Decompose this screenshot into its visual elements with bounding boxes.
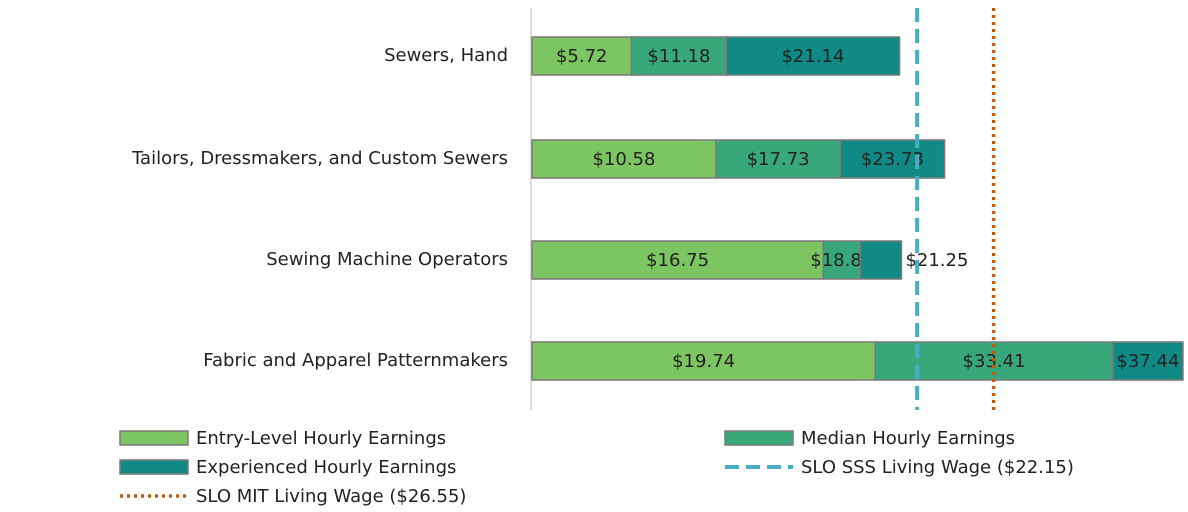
legend-label: Experienced Hourly Earnings <box>196 457 456 478</box>
legend-label: SLO SSS Living Wage ($22.15) <box>801 457 1074 478</box>
data-label: $37.44 <box>1116 351 1179 372</box>
data-label: $19.74 <box>672 351 735 372</box>
data-label: $5.72 <box>556 46 608 67</box>
legend-label: SLO MIT Living Wage ($26.55) <box>196 486 466 507</box>
category-label: Sewers, Hand <box>384 45 508 66</box>
bar-segment <box>630 36 728 76</box>
category-label: Fabric and Apparel Patternmakers <box>203 350 508 371</box>
category-label: Sewing Machine Operators <box>266 249 508 270</box>
legend-label: Entry-Level Hourly Earnings <box>196 428 446 449</box>
legend-swatch <box>119 459 189 475</box>
bar-segment <box>725 36 901 76</box>
bar-segment <box>1112 341 1184 381</box>
bar-segment <box>859 240 903 280</box>
category-label: Tailors, Dressmakers, and Custom Sewers <box>131 148 508 169</box>
bar-segment <box>839 139 946 179</box>
data-label: $17.73 <box>747 149 810 170</box>
data-label: $16.75 <box>646 250 709 271</box>
data-label: $21.14 <box>781 46 844 67</box>
legend-swatch <box>724 430 794 446</box>
legend-label: Median Hourly Earnings <box>801 428 1015 449</box>
data-label: $21.25 <box>905 250 968 271</box>
data-label: $23.73 <box>861 149 924 170</box>
data-label: $10.58 <box>592 149 655 170</box>
data-label: $33.41 <box>963 351 1026 372</box>
data-label: $11.18 <box>647 46 710 67</box>
legend-swatch <box>119 430 189 446</box>
data-label: $18.88 <box>810 250 873 271</box>
